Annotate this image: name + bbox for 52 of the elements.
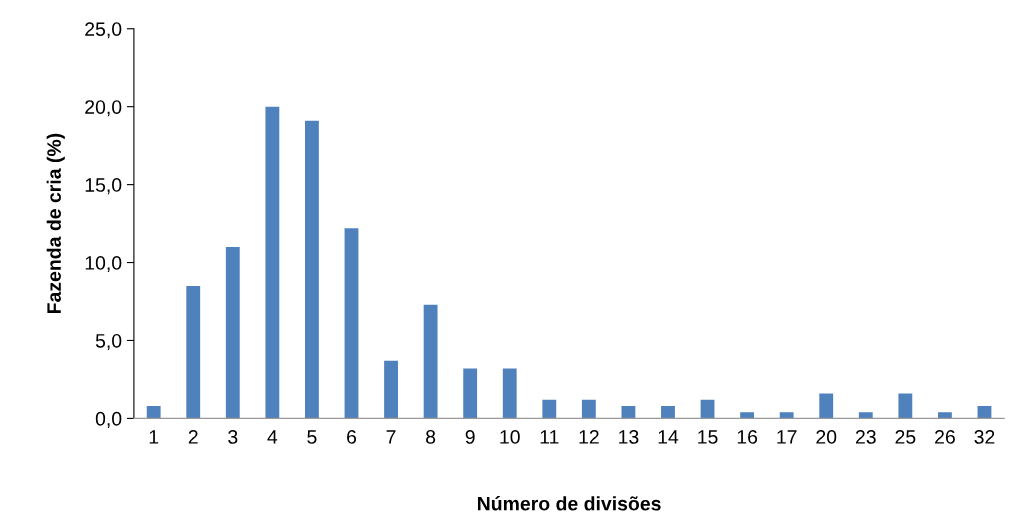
x-tick-label: 2 [188, 430, 198, 444]
x-tick-label: 3 [228, 430, 238, 444]
bar [502, 368, 517, 419]
bar [542, 399, 557, 419]
x-tick-label: 6 [347, 430, 357, 444]
x-tick-label: 17 [777, 430, 797, 444]
bar [225, 246, 240, 419]
bar [463, 368, 478, 419]
x-tick-label: 11 [540, 430, 559, 444]
bar [898, 393, 913, 419]
x-tick-label: 25 [895, 430, 916, 444]
bar [423, 304, 438, 419]
bar [661, 405, 675, 419]
y-axis-title: Fazenda de cria (%) [46, 133, 65, 314]
bar [265, 106, 280, 419]
bar [700, 399, 715, 419]
bar [384, 360, 398, 419]
x-tick-label: 15 [698, 430, 718, 444]
bar [305, 120, 319, 419]
x-tick-label: 20 [816, 430, 837, 444]
x-axis-title: Número de divisões [477, 496, 661, 511]
y-tick-label: 0,0 [95, 411, 122, 428]
bar [186, 285, 201, 419]
bar [344, 228, 359, 419]
y-tick-label: 25,0 [85, 22, 122, 39]
y-tick-label: 20,0 [85, 100, 122, 117]
x-tick-label: 26 [935, 430, 955, 444]
x-tick-label: 14 [658, 430, 679, 444]
x-tick-label: 1 [149, 430, 159, 444]
x-tick-label: 5 [307, 430, 317, 444]
x-tick-label: 8 [426, 430, 436, 444]
bar [937, 412, 952, 419]
bar [740, 412, 755, 419]
bar [146, 405, 161, 419]
x-tick-label: 7 [386, 430, 396, 444]
x-tick-label: 12 [579, 430, 599, 444]
y-tick-label: 10,0 [85, 256, 122, 273]
x-tick-label: 4 [267, 430, 278, 444]
x-tick-label: 32 [974, 430, 995, 444]
bar [977, 405, 992, 419]
x-tick-label: 16 [737, 430, 758, 444]
x-tick-label: 13 [619, 430, 639, 444]
bar [779, 412, 794, 419]
bar [819, 393, 834, 419]
bar [621, 405, 636, 419]
x-tick-label: 23 [855, 430, 876, 444]
x-tick-label: 10 [500, 430, 520, 444]
bar [581, 399, 596, 419]
y-tick-label: 15,0 [85, 178, 122, 195]
bar [858, 412, 873, 419]
x-tick-label: 9 [465, 430, 475, 444]
y-tick-label: 5,0 [95, 333, 122, 351]
